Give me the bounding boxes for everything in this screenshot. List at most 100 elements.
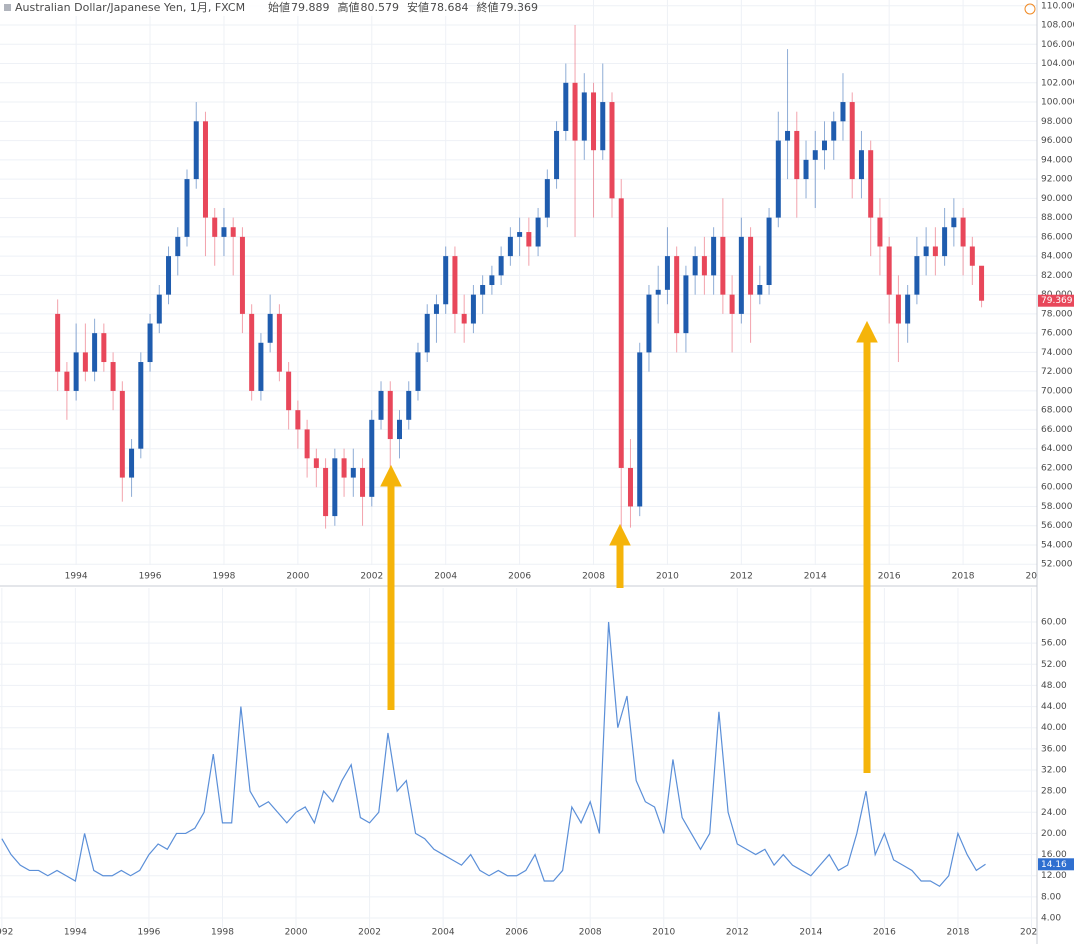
x-tick-label: 2010	[652, 928, 675, 938]
candle-body	[701, 256, 707, 276]
y-tick-label: 78.000	[1041, 309, 1073, 319]
y-tick-label: 8.00	[1041, 892, 1061, 902]
candle-body	[812, 150, 818, 160]
y-tick-label: 86.000	[1041, 232, 1073, 242]
candle-body	[249, 313, 255, 391]
candle-body	[914, 256, 920, 295]
candle-body	[110, 362, 116, 391]
y-tick-label: 102.000	[1041, 78, 1074, 88]
candle-body	[184, 179, 190, 237]
candle-body	[156, 294, 162, 324]
y-tick-label: 92.000	[1041, 175, 1073, 185]
candle-body	[923, 246, 929, 257]
y-tick-label: 52.00	[1041, 660, 1067, 670]
x-tick-label: 2012	[730, 572, 753, 582]
y-tick-label: 90.000	[1041, 194, 1073, 204]
candle-body	[119, 390, 125, 478]
x-tick-label: 2014	[799, 928, 822, 938]
candle-body	[55, 313, 61, 372]
candle-body	[674, 256, 680, 334]
candle-body	[683, 275, 689, 334]
candle-body	[470, 294, 476, 324]
candle-body	[785, 130, 791, 141]
y-tick-label: 58.000	[1041, 502, 1073, 512]
x-tick-label: 2016	[878, 572, 901, 582]
labels: 52.000 54.000 56.000 58.000 60.000 62.000 64.0…	[1038, 1, 1074, 924]
candle-body	[360, 467, 366, 497]
candle-body	[258, 342, 264, 391]
last-value-box	[1038, 858, 1074, 871]
candle-body	[230, 227, 236, 237]
candle-body	[267, 313, 273, 343]
candle-body	[415, 352, 421, 391]
header-bg	[0, 0, 460, 16]
candle-body	[193, 121, 199, 180]
candle-body	[369, 419, 375, 497]
candle-body	[443, 256, 449, 305]
candle-body	[129, 448, 135, 478]
y-tick-label: 60.000	[1041, 483, 1073, 493]
candle-body	[766, 217, 772, 286]
candle-body	[304, 429, 310, 459]
alert-icon[interactable]	[1024, 3, 1036, 15]
candle-body	[526, 232, 532, 247]
candle-body	[101, 333, 107, 363]
y-tick-label: 94.000	[1041, 155, 1073, 165]
x-tick-label: 2008	[582, 572, 605, 582]
y-tick-label: 24.00	[1041, 808, 1067, 818]
ohlc-label: 高値	[338, 0, 360, 14]
x-tick-label: 2004	[434, 572, 457, 582]
y-tick-label: 100.000	[1041, 98, 1074, 108]
candle-body	[849, 102, 855, 180]
candle-body	[480, 285, 486, 295]
y-tick-label: 110.000	[1041, 1, 1074, 11]
x-tick-label: 2004	[432, 928, 455, 938]
y-tick-label: 36.00	[1041, 744, 1067, 754]
x-tick-label: 1998	[213, 572, 236, 582]
candle-body	[572, 82, 578, 141]
candle-body	[868, 150, 874, 218]
annotation-arrows	[380, 320, 878, 773]
x-tick-label: 2008	[579, 928, 602, 938]
ohlc-legend: 始値 79.889 高値 80.579 安値 78.684 終値 79.369	[268, 0, 538, 14]
ohlc-value: 79.369	[500, 1, 539, 14]
last-value-label: 14.16	[1041, 860, 1067, 870]
candle-body	[73, 352, 79, 391]
candle-body	[932, 246, 938, 257]
y-tick-label: 68.000	[1041, 406, 1073, 416]
candle-body	[655, 289, 661, 295]
candle-body	[92, 333, 98, 372]
candle-body	[877, 217, 883, 247]
candle-body	[969, 246, 975, 266]
candle-body	[858, 150, 864, 180]
candle-body	[711, 236, 717, 276]
candle-body	[905, 294, 911, 324]
y-tick-label: 44.00	[1041, 702, 1067, 712]
ohlc-value: 78.684	[430, 1, 469, 14]
candle-body	[461, 313, 467, 324]
candle-body	[794, 130, 800, 180]
y-tick-label: 106.000	[1041, 40, 1074, 50]
candle-body	[544, 179, 550, 218]
x-tick-label: 1996	[139, 572, 162, 582]
candle-body	[775, 140, 781, 218]
candle-body	[341, 458, 347, 478]
y-tick-label: 40.00	[1041, 723, 1067, 733]
x-tick-label: 1994	[65, 572, 88, 582]
candle-body	[803, 159, 809, 180]
candle-body	[397, 419, 402, 440]
candle-body	[82, 352, 88, 372]
x-tick-label: 2014	[804, 572, 827, 582]
candle-body	[498, 256, 504, 276]
x-tick-label: 2006	[508, 572, 531, 582]
candle-body	[147, 323, 153, 363]
candle-body	[748, 236, 754, 295]
candle-body	[433, 304, 439, 314]
candle-body	[646, 294, 652, 353]
candle-body	[960, 217, 966, 247]
y-tick-label: 60.00	[1041, 617, 1067, 627]
y-tick-label: 52.000	[1041, 560, 1073, 570]
y-tick-label: 104.000	[1041, 59, 1074, 69]
candle-body	[942, 227, 948, 257]
